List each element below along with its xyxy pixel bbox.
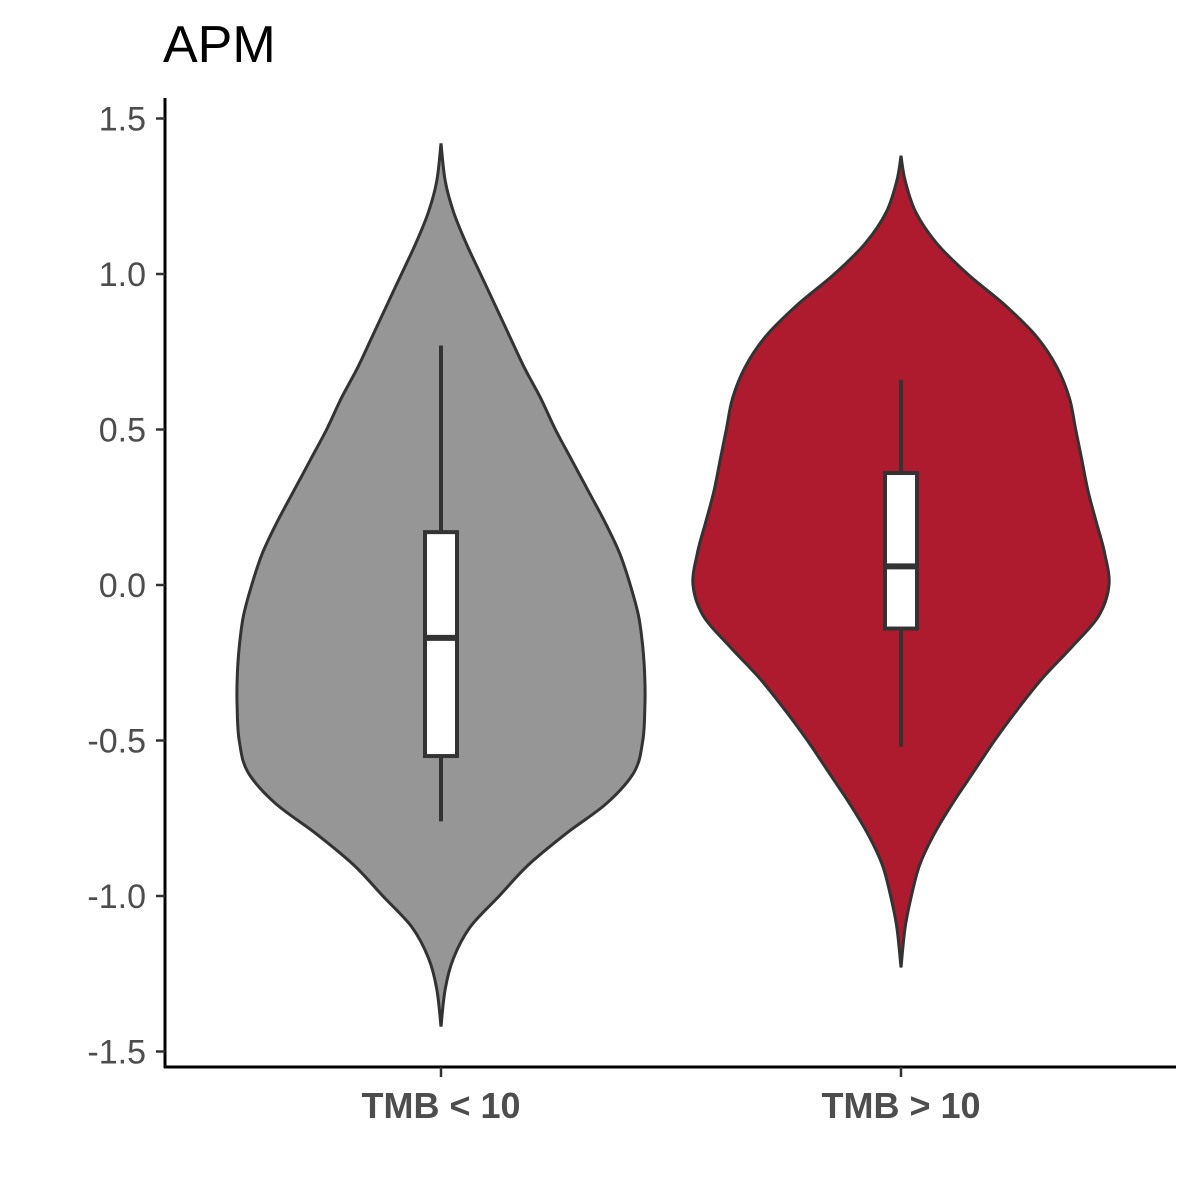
violin-group	[691, 155, 1111, 968]
chart-title: APM	[163, 16, 276, 74]
violin-group	[235, 143, 647, 1027]
iqr-box	[423, 530, 459, 759]
y-tick-label: -1.5	[87, 1034, 146, 1072]
y-tick-label: -0.5	[87, 723, 146, 761]
x-tick-label: TMB > 10	[821, 1085, 980, 1126]
y-tick-label: 1.0	[99, 256, 146, 294]
y-tick-label: -1.0	[87, 878, 146, 916]
y-tick-label: 0.0	[99, 567, 146, 605]
plot-area	[235, 143, 1111, 1027]
y-tick-label: 0.5	[99, 412, 146, 450]
y-axis: 1.5 1.0 0.5 0.0 -0.5 -1.0 -1.5	[87, 101, 165, 1072]
x-tick-label: TMB < 10	[361, 1085, 520, 1126]
y-tick-label: 1.5	[99, 101, 146, 139]
x-axis: TMB < 10 TMB > 10	[361, 1067, 981, 1126]
iqr-box	[883, 471, 919, 631]
